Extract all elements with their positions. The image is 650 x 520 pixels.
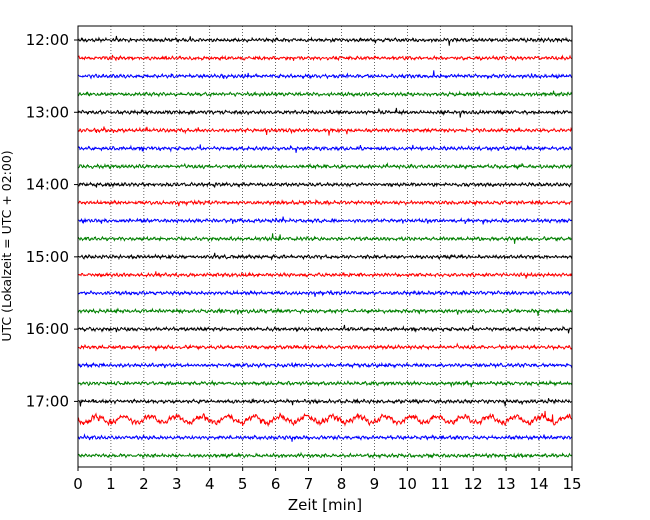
trace-1600	[77, 324, 573, 334]
trace-1300	[77, 107, 573, 118]
y-axis-label: UTC (Lokalzeit = UTC + 02:00)	[0, 150, 14, 341]
y-tick-label-1600: 16:00	[26, 320, 69, 338]
trace-1645	[77, 379, 573, 388]
trace-1545	[77, 307, 573, 317]
x-tick-label-10: 10	[398, 475, 417, 493]
x-tick-label-3: 3	[172, 475, 182, 493]
x-tick-label-5: 5	[238, 475, 248, 493]
trace-1315	[77, 126, 573, 136]
x-axis-ticks: 0 1 2 3 4 5 6 7 8 9 10 11 12 13 14 15	[73, 467, 582, 493]
y-tick-label-1300: 13:00	[26, 103, 69, 121]
trace-1230	[77, 70, 573, 80]
x-tick-label-7: 7	[304, 475, 314, 493]
trace-1400	[77, 181, 573, 189]
y-tick-label-1700: 17:00	[26, 392, 69, 410]
trace-1345	[77, 162, 573, 171]
x-tick-label-11: 11	[431, 475, 450, 493]
x-tick-label-15: 15	[562, 475, 581, 493]
trace-1515	[77, 271, 573, 279]
x-tick-label-4: 4	[205, 475, 215, 493]
trace-1430	[77, 216, 573, 225]
trace-1700	[77, 397, 573, 407]
trace-1330	[77, 144, 573, 153]
x-tick-label-0: 0	[73, 475, 83, 493]
trace-1245	[77, 90, 573, 98]
x-axis-label: Zeit [min]	[288, 496, 362, 514]
trace-1500	[77, 252, 573, 261]
x-tick-label-1: 1	[106, 475, 116, 493]
trace-1745	[77, 451, 573, 461]
y-axis-ticks: 12:00 13:00 14:00 15:00 16:00 17:00	[26, 31, 78, 410]
y-tick-label-1400: 14:00	[26, 176, 69, 194]
trace-1615	[77, 342, 573, 352]
x-tick-label-12: 12	[464, 475, 483, 493]
trace-1730	[77, 433, 573, 442]
seismic-traces	[77, 35, 573, 461]
trace-1415	[77, 198, 573, 207]
x-tick-label-13: 13	[497, 475, 516, 493]
x-tick-label-2: 2	[139, 475, 149, 493]
plot-frame	[77, 25, 573, 468]
trace-1200	[77, 35, 573, 46]
x-tick-label-6: 6	[271, 475, 281, 493]
y-tick-label-1500: 15:00	[26, 248, 69, 266]
x-tick-label-14: 14	[530, 475, 549, 493]
trace-1530	[77, 289, 573, 297]
y-tick-label-1200: 12:00	[26, 31, 69, 49]
trace-1215	[77, 54, 573, 62]
x-tick-label-8: 8	[337, 475, 347, 493]
trace-1715	[77, 410, 573, 428]
x-tick-label-9: 9	[370, 475, 380, 493]
trace-1630	[77, 361, 573, 369]
trace-1445	[77, 233, 573, 244]
